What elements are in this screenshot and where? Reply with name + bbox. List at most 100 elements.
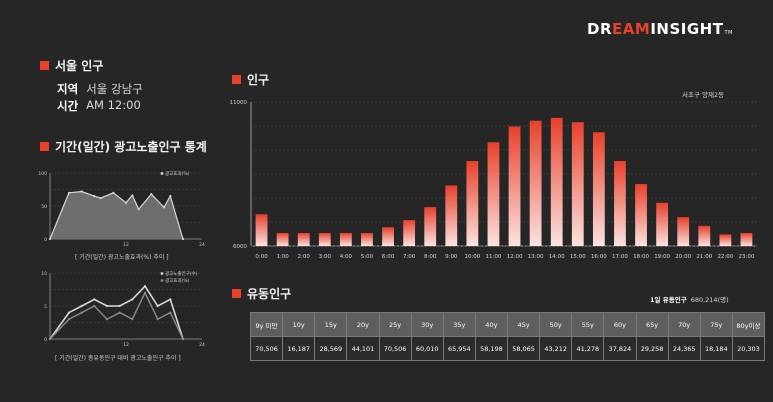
mini-series-point: [93, 304, 96, 308]
age-value-cell: 24,365: [667, 336, 701, 361]
mini-series-point: [48, 337, 52, 341]
mini-y-tick: 5: [44, 304, 47, 310]
mini-chart-1-caption: [ 기간(일간) 광고노출효과(%) 추이 ]: [75, 254, 169, 261]
bar-22:00: [719, 234, 732, 246]
x-tick-label: 1:00: [276, 254, 289, 260]
mini-series-point: [105, 318, 109, 321]
location-title-text: 서울 인구: [55, 59, 104, 73]
age-header-cell: 40y: [474, 312, 509, 337]
section-marker-icon: [40, 142, 49, 151]
dream-insight-logo: DREAMINSIGHTTM: [587, 20, 733, 38]
age-values-row: 70,506 16,187 28,569 44,101 70,506 60,010 65,9…: [249, 336, 766, 361]
age-value-cell: 43,212: [539, 336, 573, 361]
mini-x-tick: 24: [199, 242, 205, 247]
x-tick-label: 3:00: [319, 254, 332, 260]
bar-1:00: [276, 233, 289, 246]
age-value-cell: 60,010: [410, 336, 444, 361]
mini-series-point: [169, 298, 172, 301]
population-bar-chart: 11000 6000 0:00 1:00 2:00 3:00 4:00 5:00 6:00 7:0…: [230, 100, 757, 260]
age-header-cell: 60y: [603, 312, 637, 337]
x-tick-label: 18:00: [633, 254, 649, 260]
bar-13:00: [529, 120, 542, 246]
bar-7:00: [403, 220, 416, 246]
mini-legend-label: 광고노출인구(수): [165, 270, 198, 277]
x-tick-label: 22:00: [717, 254, 733, 260]
mini-series-point: [181, 337, 185, 341]
x-tick-label: 21:00: [696, 254, 712, 260]
bar-19:00: [656, 202, 669, 246]
mini-series-point: [80, 304, 83, 308]
mini-series-point: [131, 194, 134, 197]
mini-x-tick: 12: [123, 342, 129, 347]
bar-5:00: [361, 233, 373, 246]
bar-3:00: [318, 233, 331, 246]
age-value-cell: 44,101: [346, 336, 380, 361]
mini-series-point: [150, 193, 153, 196]
region-row: 지역 서울 강남구: [57, 81, 143, 97]
age-value-cell: 16,187: [282, 336, 316, 361]
time-row: 시간 AM 12:00: [57, 98, 141, 114]
floating-section-title: 유동인구: [232, 285, 291, 302]
x-tick-label: 12:00: [507, 254, 523, 260]
bar-6:00: [382, 227, 394, 246]
age-header-cell: 75y: [699, 312, 733, 337]
daily-total-row: 1일 유동인구 680,214(명): [650, 294, 729, 304]
bar-14:00: [550, 117, 563, 246]
age-value-cell: 18,184: [699, 336, 733, 361]
mini-chart-2-caption: [ 기간(일간) 총유동인구 대비 광고노출인구 추이 ]: [55, 355, 181, 362]
mini-y-tick: 0: [44, 237, 47, 243]
x-tick-label: 11:00: [486, 254, 502, 260]
section-marker-icon: [40, 61, 49, 70]
mini-series-point: [156, 318, 159, 321]
age-header-cell: 55y: [571, 312, 605, 337]
mini-legend-label: 광고효과(%): [165, 277, 190, 284]
mini-series-point: [169, 195, 172, 198]
mini-series-point: [131, 318, 134, 321]
x-tick-label: 15:00: [570, 254, 586, 260]
stats-section-title: 기간(일간) 광고노출인구 통계: [40, 138, 207, 155]
bar-2:00: [297, 233, 310, 246]
location-section-title: 서울 인구: [40, 57, 103, 74]
age-header-cell: 80y이상: [731, 312, 766, 337]
mini-series-point: [99, 196, 102, 200]
age-header-cell: 25y: [378, 312, 412, 337]
bar-12:00: [508, 126, 521, 246]
mini-series-area: [50, 191, 183, 239]
bar-23:00: [740, 233, 753, 246]
x-tick-label: 13:00: [528, 254, 544, 260]
x-tick-label: 7:00: [403, 254, 416, 260]
daily-total-value: 680,214(명): [690, 296, 729, 304]
bar-9:00: [445, 185, 458, 246]
logo-tm: TM: [724, 30, 733, 36]
bar-21:00: [698, 225, 711, 246]
region-value: 서울 강남구: [86, 82, 143, 96]
bar-11:00: [487, 142, 500, 246]
mini-series-point: [143, 291, 147, 294]
age-header-cell: 20y: [346, 312, 380, 337]
time-label: 시간: [57, 99, 79, 113]
mini-series-point: [169, 311, 172, 314]
x-tick-label: 20:00: [675, 254, 691, 260]
bar-8:00: [424, 207, 437, 246]
logo-part-right: INSIGHT: [650, 20, 724, 38]
logo-part-left: DR: [587, 20, 613, 38]
age-value-cell: 58,198: [474, 336, 509, 361]
mini-series-point: [162, 206, 166, 209]
mini-y-tick: 100: [38, 171, 47, 177]
bar-10:00: [466, 161, 479, 246]
x-tick-label: 23:00: [739, 254, 755, 260]
bar-18:00: [635, 184, 647, 246]
age-header-row: 9y 미만 10y 15y 20y 25y 30y 35y 40y 45y 50y 55y 60y 65…: [249, 312, 766, 337]
age-header-cell: 30y: [410, 312, 444, 337]
age-header-cell: 45y: [506, 312, 541, 337]
x-tick-label: 17:00: [612, 254, 628, 260]
mini-series-point: [80, 190, 83, 193]
mini-series-point: [137, 208, 140, 211]
floating-title-text: 유동인구: [247, 287, 292, 301]
mini-legend-dot: [160, 279, 164, 282]
age-value-cell: 65,954: [442, 336, 476, 361]
time-value: AM 12:00: [86, 98, 141, 112]
mini-series-point: [181, 237, 185, 241]
age-value-cell: 70,506: [249, 336, 284, 361]
x-tick-label: 0:00: [255, 254, 268, 260]
